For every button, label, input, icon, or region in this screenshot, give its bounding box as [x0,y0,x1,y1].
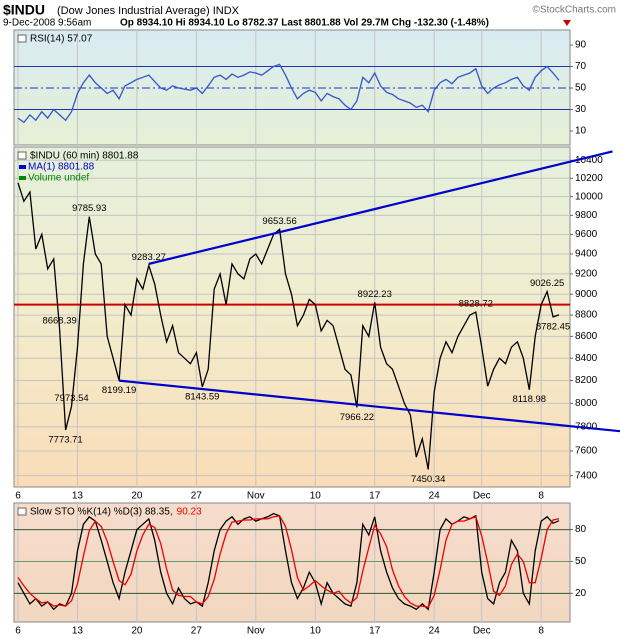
value-label: 7450.34 [411,474,445,485]
value-label: 8668.39 [42,316,76,327]
legend-swatch [19,176,26,180]
y-tick-label: 10000 [575,191,603,202]
down-arrow [563,20,571,26]
value-label: 8118.98 [512,394,546,405]
value-label: 7773.71 [48,435,82,446]
y-tick-label: 7600 [575,446,598,457]
y-tick-label: 50 [575,83,587,94]
series-line [17,515,560,608]
panel [13,502,571,623]
symbol-name: (Dow Jones Industrial Average) INDX [57,5,240,17]
value-label: 9785.93 [72,203,106,214]
value-label: 8828.72 [459,299,493,310]
x-tick-label: 24 [429,626,441,637]
y-tick-label: 7400 [575,470,598,481]
legend-entry: 90.23 [177,507,202,518]
y-tick-label: 30 [575,104,587,115]
x-tick-label: 17 [369,626,381,637]
y-tick-label: 70 [575,61,587,72]
symbol: $INDU [3,2,45,18]
trend-line [118,379,620,433]
panel [13,29,571,146]
value-label: 9283.27 [132,252,166,263]
credit: ©StockCharts.com [532,5,616,16]
x-tick-label: Dec [473,491,491,502]
legend-icon [17,34,27,43]
value-label: 8922.23 [358,289,392,300]
legend-swatch [19,165,26,169]
x-tick-label: 13 [72,626,84,637]
y-tick-label: 80 [575,524,587,535]
x-tick-label: 6 [15,626,21,637]
legend-icon [17,507,27,516]
x-tick-label: 13 [72,491,84,502]
x-tick-label: 8 [538,626,544,637]
legend-icon [17,151,27,160]
y-tick-label: 9400 [575,249,598,260]
y-tick-label: 9200 [575,269,598,280]
value-label: 9653.56 [262,216,296,227]
y-tick-label: 10 [575,126,587,137]
value-label: 8782.45 [536,321,570,332]
y-tick-label: 9000 [575,289,598,300]
y-tick-label: 90 [575,40,587,51]
x-tick-label: 27 [191,491,203,502]
value-label: 8199.19 [102,385,136,396]
legend-note: Volume undef [28,173,89,184]
x-tick-label: 10 [310,491,322,502]
x-tick-label: 8 [538,491,544,502]
series-line [17,63,560,124]
value-label: 9026.25 [530,278,564,289]
legend-entry: RSI(14) 57.07 [30,34,93,45]
y-tick-label: 10400 [575,155,603,166]
value-label: 8143.59 [185,391,219,402]
y-tick-label: 8200 [575,375,598,386]
y-tick-label: 8600 [575,331,598,342]
legend-note: MA(1) 8801.88 [28,162,95,173]
legend-entry: $INDU (60 min) 8801.88 [30,151,139,162]
x-tick-label: 20 [131,491,143,502]
y-tick-label: 8400 [575,353,598,364]
legend-entry: Slow STO %K(14) %D(3) 88.35, [30,507,173,518]
series-line [17,182,560,470]
y-tick-label: 8000 [575,398,598,409]
quote-date: 9-Dec-2008 9:56am [3,18,91,29]
x-tick-label: 17 [369,491,381,502]
x-tick-label: 6 [15,491,21,502]
panel [13,146,571,488]
y-tick-label: 9600 [575,229,598,240]
x-tick-label: 10 [310,626,322,637]
y-tick-label: 9800 [575,210,598,221]
value-label: 7966.22 [340,412,374,423]
x-tick-label: Dec [473,626,491,637]
x-tick-label: 27 [191,626,203,637]
y-tick-label: 20 [575,588,587,599]
x-tick-label: Nov [247,626,265,637]
trend-line [148,150,613,265]
y-tick-label: 10200 [575,173,603,184]
quote: Op 8934.10 Hi 8934.10 Lo 8782.37 Last 88… [120,18,489,29]
series-line [17,512,560,611]
value-label: 7973.54 [54,393,88,404]
y-tick-label: 50 [575,556,587,567]
x-tick-label: Nov [247,491,265,502]
y-tick-label: 8800 [575,310,598,321]
x-tick-label: 24 [429,491,441,502]
x-tick-label: 20 [131,626,143,637]
